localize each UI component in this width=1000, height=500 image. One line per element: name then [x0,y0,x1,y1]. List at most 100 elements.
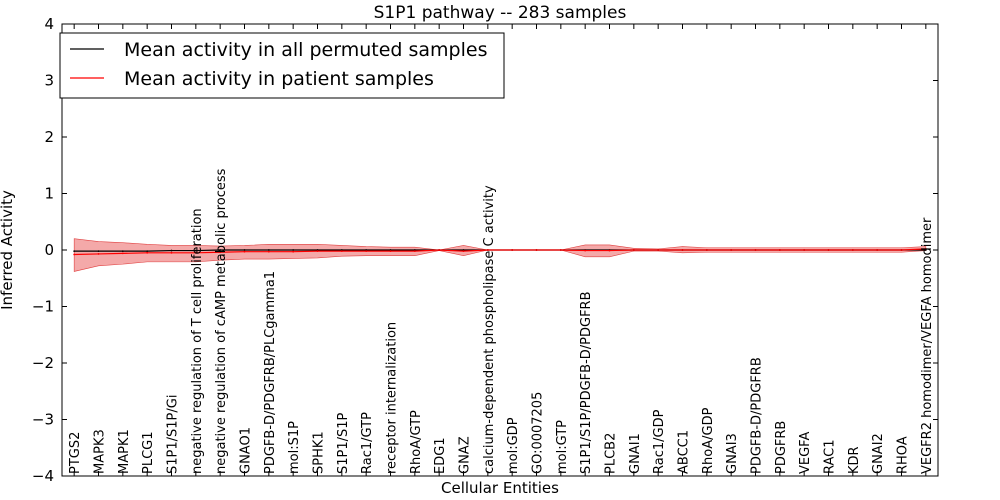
x-tick-label-25: ABCC1 [677,430,692,474]
plot-area: −4 −3 −2 −1 0 1 2 3 4 PTGS2 MAPK3 MAPK1 PLCG1 S1P1/S1… [32,15,938,485]
legend-label-patient: Mean activity in patient samples [124,68,434,90]
patient-point-22 [608,249,611,252]
y-tick-label-6: 2 [44,128,54,146]
permuted-point-8 [267,249,270,251]
patient-point-20 [559,249,562,251]
patient-point-23 [632,249,635,251]
x-tick-label-4: S1P1/S1P/Gi [166,395,181,474]
patient-point-25 [681,249,684,251]
permuted-point-2 [121,250,124,253]
permuted-point-3 [146,250,149,253]
patient-point-19 [535,249,538,251]
series-line-patient [74,248,926,256]
x-tick-label-18: mol:GDP [506,417,521,474]
patient-point-2 [121,252,124,255]
patient-point-5 [194,251,197,254]
x-tick-label-21: S1P1/S1P/PDGFB-D/PDGFRB [579,291,594,474]
patient-point-32 [851,249,854,251]
x-tick-label-33: GNAI2 [871,433,886,474]
patient-point-21 [584,249,587,252]
x-tick-label-3: PLCG1 [141,431,156,474]
y-tick-label-7: 3 [44,72,54,90]
patient-point-30 [803,249,806,251]
patient-point-13 [389,250,392,253]
patient-point-7 [243,250,246,253]
y-tick-label-4: 0 [44,241,54,259]
y-tick-label-0: −4 [32,467,54,485]
patient-point-3 [146,251,149,254]
x-tick-label-2: MAPK1 [117,429,132,474]
x-tick-label-13: receptor internalization [385,322,400,474]
x-tick-label-19: GO:0007205 [531,392,546,474]
x-tick-label-23: GNAI1 [628,433,643,474]
y-tick-label-2: −2 [32,354,54,372]
x-tick-label-22: PLCB2 [604,433,619,474]
y-tick-label-3: −1 [32,298,54,316]
patient-point-29 [778,249,781,251]
x-tick-label-0: PTGS2 [68,432,83,474]
patient-point-0 [73,253,76,256]
permuted-point-9 [292,249,295,251]
patient-point-1 [97,253,100,255]
patient-point-34 [900,249,903,251]
patient-point-10 [316,250,319,253]
patient-point-12 [365,250,368,253]
patient-point-35 [924,247,927,250]
permuted-point-1 [97,250,100,253]
y-tick-label-1: −3 [32,411,54,429]
chart-title: S1P1 pathway -- 283 samples [374,3,627,23]
x-tick-label-20: mol:GTP [555,420,570,474]
x-tick-label-27: GNAI3 [725,433,740,474]
x-tick-label-32: KDR [847,446,862,474]
patient-point-9 [292,250,295,253]
patient-point-16 [462,250,465,253]
legend: Mean activity in all permuted samples Me… [59,32,505,99]
x-tick-label-9: mol:S1P [287,421,302,474]
y-axis-label: Inferred Activity [0,190,16,310]
patient-point-33 [876,249,879,251]
permuted-point-0 [73,250,76,253]
plot-frame [61,23,939,477]
patient-point-4 [170,251,173,254]
x-tick-label-1: MAPK3 [93,429,108,474]
patient-point-11 [340,250,343,253]
x-tick-label-12: Rac1/GTP [360,412,375,474]
x-tick-label-30: VEGFA [798,432,813,474]
x-tick-label-29: PDGFRB [774,421,789,474]
patient-point-17 [486,249,489,251]
x-tick-label-15: EDG1 [433,437,448,474]
x-tick-label-14: RhoA/GTP [409,410,424,474]
x-tick-label-28: PDGFB-D/PDGFRB [750,357,765,474]
y-tick-label-5: 1 [44,185,54,203]
x-tick-label-7: GNAO1 [239,427,254,474]
x-tick-label-11: S1P1/S1P [336,412,351,474]
x-tick-label-5: negative regulation of T cell proliferat… [190,208,205,474]
x-tick-label-10: SPHK1 [312,431,327,474]
x-tick-label-6: negative regulation of cAMP metabolic pr… [214,168,229,474]
x-tick-label-34: RHOA [896,436,911,474]
patient-point-27 [730,249,733,251]
x-tick-label-31: RAC1 [823,439,838,474]
permuted-point-6 [219,249,222,251]
legend-label-permuted: Mean activity in all permuted samples [124,39,487,61]
patient-point-15 [438,249,441,251]
x-tick-label-35: VEGFR2 homodimer/VEGFA homodimer [920,217,935,474]
x-tick-label-26: RhoA/GDP [701,407,716,474]
permuted-point-5 [194,249,197,252]
legend-box [59,32,505,99]
x-axis-label: Cellular Entities [441,479,559,497]
patient-point-18 [511,249,514,251]
permuted-point-7 [243,249,246,251]
patient-point-6 [219,251,222,254]
patient-point-14 [413,250,416,253]
x-tick-label-8: PDGFB-D/PDGFRB/PLCgamma1 [263,271,278,474]
x-tick-label-16: GNAZ [458,436,473,474]
patient-point-31 [827,249,830,251]
x-tick-label-17: calcium-dependent phospholipase C activi… [482,185,497,474]
x-tick-label-24: Rac1/GDP [652,409,667,474]
patient-point-26 [705,249,708,251]
y-tick-label-8: 4 [44,15,54,33]
patient-point-28 [754,249,757,251]
permuted-point-4 [170,249,173,252]
